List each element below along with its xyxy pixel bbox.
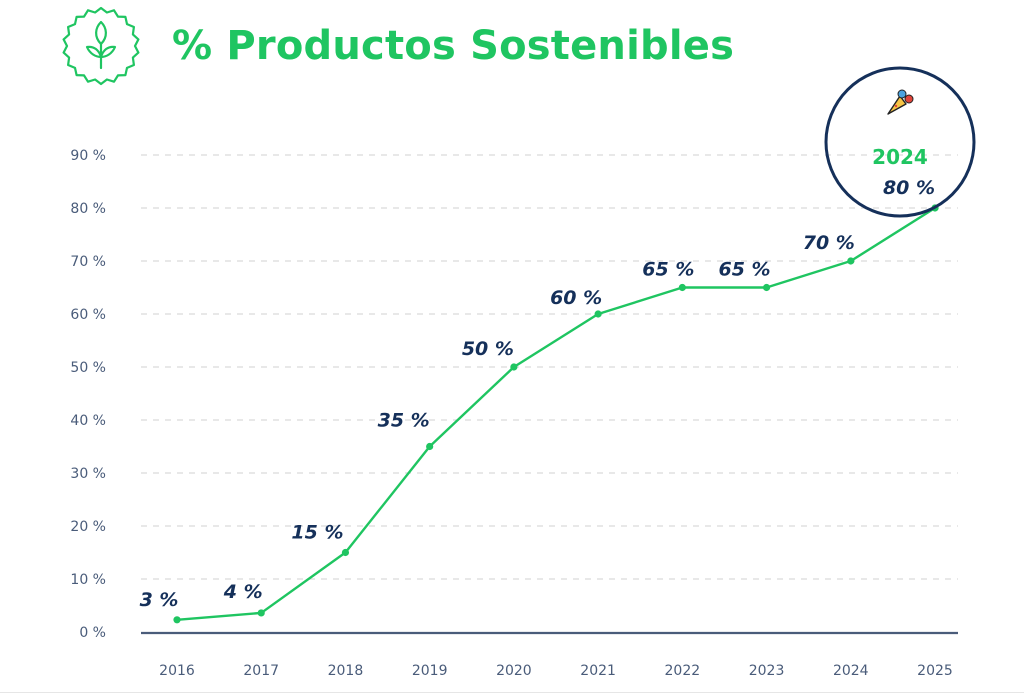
data-point [341, 548, 350, 557]
x-tick-label: 2019 [412, 663, 448, 679]
footer-divider [0, 692, 1024, 693]
data-label: 80 % [883, 177, 935, 199]
data-point [510, 363, 518, 371]
y-tick-label: 50 % [70, 360, 106, 376]
x-tick-label: 2021 [580, 663, 616, 679]
y-tick-label: 70 % [70, 254, 106, 270]
y-tick-label: 0 % [79, 625, 106, 641]
data-label: 4 % [223, 581, 263, 603]
chart-title: % Productos Sostenibles [172, 23, 735, 69]
y-tick-label: 80 % [70, 201, 106, 217]
x-tick-label: 2023 [749, 663, 785, 679]
x-tick-label: 2017 [243, 663, 279, 679]
data-label: 15 % [291, 522, 343, 544]
x-tick-label: 2016 [159, 663, 195, 679]
party-popper-icon [887, 89, 914, 115]
data-label: 65 % [719, 259, 771, 281]
data-points [173, 204, 939, 624]
highlight-annotation: 2024 [824, 66, 976, 218]
y-tick-label: 40 % [70, 413, 106, 429]
data-point [678, 283, 686, 292]
data-point [257, 609, 265, 617]
data-label: 60 % [550, 287, 602, 309]
data-label: 3 % [140, 589, 179, 611]
y-tick-label: 10 % [70, 572, 106, 588]
y-tick-label: 30 % [70, 466, 106, 482]
x-axis-ticks: 2016 2017 2018 2019 2020 2021 2022 2023 2024 2025 [159, 663, 953, 679]
x-tick-label: 2018 [328, 663, 364, 679]
grid-lines [141, 154, 958, 580]
data-point [426, 442, 434, 451]
x-tick-label: 2025 [917, 663, 953, 679]
x-tick-label: 2022 [665, 663, 701, 679]
data-label: 65 % [642, 259, 694, 281]
chart-header: % Productos Sostenibles [58, 4, 734, 88]
data-label: 50 % [462, 338, 514, 360]
y-tick-label: 90 % [70, 148, 106, 164]
series-line [176, 206, 936, 622]
data-point [173, 616, 181, 624]
x-tick-label: 2024 [833, 663, 869, 679]
data-point [762, 283, 771, 292]
data-label: 35 % [378, 410, 430, 432]
x-tick-label: 2020 [496, 663, 532, 679]
data-labels: 3 % 4 % 15 % 35 % 50 % 60 % 65 % 65 % 70 % 80 % [140, 177, 935, 611]
data-label: 70 % [803, 232, 855, 254]
leaf-sprout-badge-icon [62, 6, 140, 86]
highlight-year: 2024 [872, 145, 928, 169]
y-axis-ticks: 0 % 10 % 20 % 30 % 40 % 50 % 60 % 70 % 80 % 90 % [70, 148, 106, 641]
highlight-circle [824, 66, 976, 218]
data-point [594, 310, 602, 318]
y-tick-label: 60 % [70, 307, 106, 323]
data-point [847, 257, 855, 265]
y-tick-label: 20 % [70, 519, 106, 535]
